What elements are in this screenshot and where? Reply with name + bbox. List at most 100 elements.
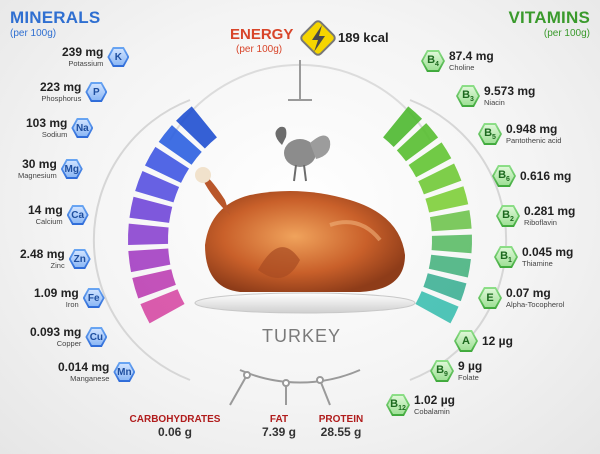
mineral-arc-segment (135, 170, 180, 203)
vitamin-arc-segment (431, 234, 473, 254)
mineral-value: 0.014 mg (58, 360, 110, 374)
mineral-value: 103 mg (26, 116, 68, 130)
vitamin-value: 9.573 mg (484, 84, 536, 98)
mineral-arc (128, 106, 217, 324)
zinc-icon: Zn (68, 249, 91, 269)
mineral-value: 2.48 mg (20, 247, 65, 261)
mineral-name: Zinc (50, 261, 65, 270)
vitamin-name: Pantothenic acid (506, 136, 562, 145)
vitamin-a: A 12 µg (454, 330, 513, 352)
vitamin-name: Niacin (484, 98, 505, 107)
mineral-arc-segment (132, 269, 176, 299)
energy-subtitle: (per 100g) (236, 44, 283, 55)
mineral-manganese: 0.014 mg Manganese Mn (58, 360, 136, 383)
mineral-magnesium: 30 mg Magnesium Mg (18, 158, 83, 180)
nutrient-protein: PROTEIN 28.55 g (310, 414, 372, 439)
vitamin-b3: B3 9.573 mg Niacin (456, 85, 535, 107)
calcium-icon: Ca (66, 205, 89, 225)
vitamin-value: 0.045 mg (522, 245, 574, 259)
vitamin-b1: B1 0.045 mg Thiamine (494, 246, 573, 268)
mineral-arc-segment (128, 248, 171, 273)
vitamin-arc-segment (428, 254, 471, 278)
bottom-inner-ring (239, 369, 361, 384)
vitamin-name: Alpha-Tocopherol (506, 300, 565, 309)
vitamin-name: Choline (449, 63, 475, 72)
vitamin-value: 9 µg (458, 359, 483, 373)
vitamin-arc-segment (408, 142, 452, 178)
vitamins-title: VITAMINS (508, 8, 590, 27)
mineral-name: Calcium (35, 217, 63, 226)
vitamin-b4-icon: B4 (421, 50, 445, 72)
vitamin-arc-segment (429, 210, 472, 232)
vitamin-name: Riboflavin (524, 218, 557, 227)
vitamin-b9: B9 9 µg Folate (430, 360, 482, 382)
vitamin-e: E 0.07 mg Alpha-Tocopherol (478, 287, 564, 309)
vitamin-a-icon: A (454, 330, 478, 352)
mineral-iron: 1.09 mg Iron Fe (34, 287, 105, 309)
mineral-name: Phosphorus (41, 94, 82, 103)
mineral-value: 239 mg (62, 45, 104, 59)
mineral-arc-segment (158, 125, 202, 165)
mineral-sodium: 103 mg Sodium Na (26, 116, 94, 139)
mineral-zinc: 2.48 mg Zinc Zn (20, 248, 91, 270)
roast-turkey-icon (194, 167, 416, 314)
vitamin-b1-icon: B1 (494, 246, 518, 268)
vitamin-arc-segment (423, 273, 467, 302)
nutrient-label: PROTEIN (318, 414, 364, 425)
vitamin-arc-segment (425, 186, 469, 213)
energy-value: 189 kcal (338, 30, 389, 45)
mineral-name: Copper (56, 339, 82, 348)
mineral-value: 14 mg (28, 203, 63, 217)
sodium-icon: Na (71, 118, 94, 138)
mineral-value: 1.09 mg (34, 286, 79, 300)
mineral-arc-segment (140, 289, 185, 324)
nutrient-label: FAT (269, 414, 289, 425)
mineral-value: 30 mg (22, 157, 57, 171)
bolt-glyph (312, 25, 325, 52)
mineral-name: Manganese (70, 374, 110, 383)
nutrient-fat: FAT 7.39 g (251, 414, 307, 439)
mineral-name: Potassium (68, 59, 104, 68)
minerals-subtitle: (per 100g) (10, 28, 57, 39)
vitamin-arc-segment (418, 163, 462, 195)
vitamin-arc-segment (383, 106, 423, 147)
vitamin-b5: B5 0.948 mg Pantothenic acid (478, 123, 561, 145)
vitamin-b6-icon: B6 (492, 165, 516, 187)
nutrient-carbohydrates: CARBOHYDRATES 0.06 g (116, 414, 234, 439)
mineral-name: Magnesium (18, 171, 57, 180)
mineral-arc-segment (144, 146, 190, 183)
potassium-icon: K (107, 47, 130, 67)
vitamin-value: 87.4 mg (449, 49, 494, 63)
magnesium-icon: Mg (60, 159, 83, 179)
vitamin-name: Cobalamin (414, 407, 450, 416)
vitamin-arc-segment (396, 123, 439, 162)
mineral-name: Sodium (41, 130, 68, 139)
vitamin-arc (383, 106, 473, 324)
vitamin-b9-icon: B9 (430, 360, 454, 382)
vitamin-value: 1.02 µg (414, 393, 455, 407)
vitamin-b2: B2 0.281 mg Riboflavin (496, 205, 575, 227)
mineral-copper: 0.093 mg Copper Cu (30, 326, 108, 348)
vitamin-b6: B6 0.616 mg (492, 165, 571, 187)
mineral-name: Iron (65, 300, 79, 309)
vitamin-value: 0.948 mg (506, 122, 558, 136)
vitamin-b12-icon: B12 (386, 394, 410, 416)
vitamin-value: 0.07 mg (506, 286, 551, 300)
phosphorus-icon: P (85, 82, 108, 102)
vitamin-b4: B4 87.4 mg Choline (421, 50, 494, 72)
vitamin-name: Folate (458, 373, 479, 382)
right-inner-ring (409, 99, 508, 381)
copper-icon: Cu (85, 327, 108, 347)
vitamins-subtitle: (per 100g) (543, 28, 590, 39)
vitamin-arc-segment (415, 291, 459, 324)
mineral-calcium: 14 mg Calcium Ca (28, 204, 89, 226)
turkey-bird-icon (275, 126, 331, 182)
nutrient-connectors (229, 371, 331, 406)
nutrient-value: 0.06 g (157, 425, 193, 439)
mineral-arc-segment (129, 196, 173, 223)
vitamin-b2-icon: B2 (496, 205, 520, 227)
energy-label: ENERGY (230, 26, 294, 43)
left-inner-ring (92, 99, 191, 381)
mineral-arc-segment (176, 106, 217, 149)
